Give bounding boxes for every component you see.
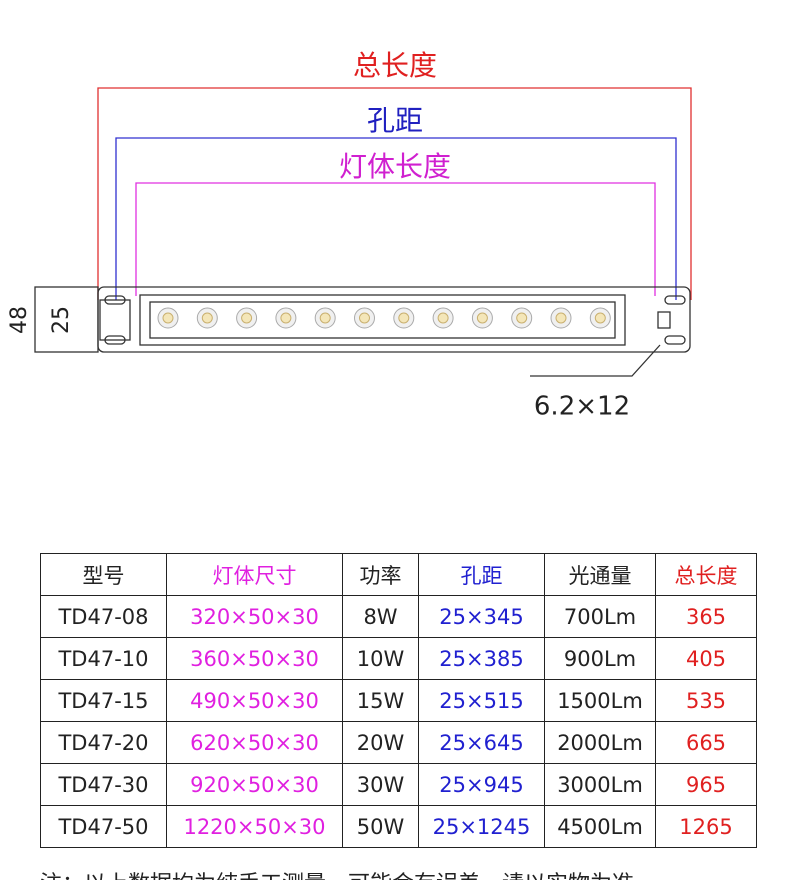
- led: [594, 312, 606, 324]
- table-cell: TD47-30: [40, 763, 167, 806]
- table-cell: 320×50×30: [166, 595, 343, 638]
- width-label: 25: [49, 306, 74, 334]
- table-cell: 25×1245: [418, 805, 545, 848]
- table-row: TD47-10 360×50×30 10W 25×385 900Lm 405: [40, 637, 757, 680]
- height-label: 48: [7, 306, 32, 334]
- table-cell: 30W: [342, 763, 419, 806]
- table-cell: 10W: [342, 637, 419, 680]
- table-cell: TD47-10: [40, 637, 167, 680]
- table-cell: 灯体尺寸: [166, 553, 343, 596]
- table-row: TD47-20 620×50×30 20W 25×645 2000Lm 665: [40, 721, 757, 764]
- table-cell: 25×645: [418, 721, 545, 764]
- table-cell: 360×50×30: [166, 637, 343, 680]
- led: [162, 312, 174, 324]
- table-cell: 2000Lm: [544, 721, 656, 764]
- led: [241, 312, 253, 324]
- table-cell: 1500Lm: [544, 679, 656, 722]
- note: 注：以上数据均为纯手工测量，可能会有误差，请以实物为准: [40, 866, 634, 880]
- table-row: TD47-30 920×50×30 30W 25×945 3000Lm 965: [40, 763, 757, 806]
- table-cell: 25×345: [418, 595, 545, 638]
- table-cell: 总长度: [655, 553, 757, 596]
- body-length-line: [135, 182, 656, 296]
- table-cell: TD47-50: [40, 805, 167, 848]
- total-length-line: [97, 87, 692, 300]
- led: [398, 312, 410, 324]
- table-cell: 900Lm: [544, 637, 656, 680]
- led: [319, 312, 331, 324]
- table-cell: 型号: [40, 553, 167, 596]
- table-cell: 25×515: [418, 679, 545, 722]
- table-cell: TD47-15: [40, 679, 167, 722]
- spec-table: 型号 灯体尺寸 功率 孔距 光通量 总长度 TD47-08 320×50×30 8W 25×345…: [40, 553, 757, 848]
- table-cell: 25×385: [418, 637, 545, 680]
- table-cell: 1220×50×30: [166, 805, 343, 848]
- led: [555, 312, 567, 324]
- table-cell: TD47-08: [40, 595, 167, 638]
- table-cell: 490×50×30: [166, 679, 343, 722]
- lamp-drawing: [34, 286, 691, 377]
- table-cell: TD47-20: [40, 721, 167, 764]
- led: [476, 312, 488, 324]
- table-cell: 365: [655, 595, 757, 638]
- table-cell: 25×945: [418, 763, 545, 806]
- led: [516, 312, 528, 324]
- table-row: TD47-15 490×50×30 15W 25×515 1500Lm 535: [40, 679, 757, 722]
- table-cell: 15W: [342, 679, 419, 722]
- table-cell: 620×50×30: [166, 721, 343, 764]
- table-cell: 965: [655, 763, 757, 806]
- table-cell: 3000Lm: [544, 763, 656, 806]
- total-length-label: 总长度: [353, 49, 437, 82]
- table-cell: 孔距: [418, 553, 545, 596]
- body-length-label: 灯体长度: [339, 150, 451, 183]
- table-row: TD47-50 1220×50×30 50W 25×1245 4500Lm 1265: [40, 805, 757, 848]
- table-cell: 700Lm: [544, 595, 656, 638]
- hole-distance-line: [115, 137, 677, 300]
- hole-size-label: 6.2×12: [534, 392, 630, 422]
- led: [201, 312, 213, 324]
- table-cell: 50W: [342, 805, 419, 848]
- hole-distance-label: 孔距: [367, 104, 423, 137]
- led: [280, 312, 292, 324]
- table-cell: 20W: [342, 721, 419, 764]
- led: [359, 312, 370, 324]
- table-cell: 535: [655, 679, 757, 722]
- table-cell: 4500Lm: [544, 805, 656, 848]
- table-cell: 光通量: [544, 553, 656, 596]
- table-cell: 功率: [342, 553, 419, 596]
- leds: [157, 307, 611, 329]
- table-cell: 1265: [655, 805, 757, 848]
- table-cell: 405: [655, 637, 757, 680]
- table-cell: 8W: [342, 595, 419, 638]
- header-row: 型号 灯体尺寸 功率 孔距 光通量 总长度: [40, 553, 757, 596]
- table-row: TD47-08 320×50×30 8W 25×345 700Lm 365: [40, 595, 757, 638]
- led: [437, 312, 449, 324]
- table-cell: 920×50×30: [166, 763, 343, 806]
- table-cell: 665: [655, 721, 757, 764]
- diagram: 总长度 孔距 灯体长度 48 25 6.2×12: [7, 49, 692, 422]
